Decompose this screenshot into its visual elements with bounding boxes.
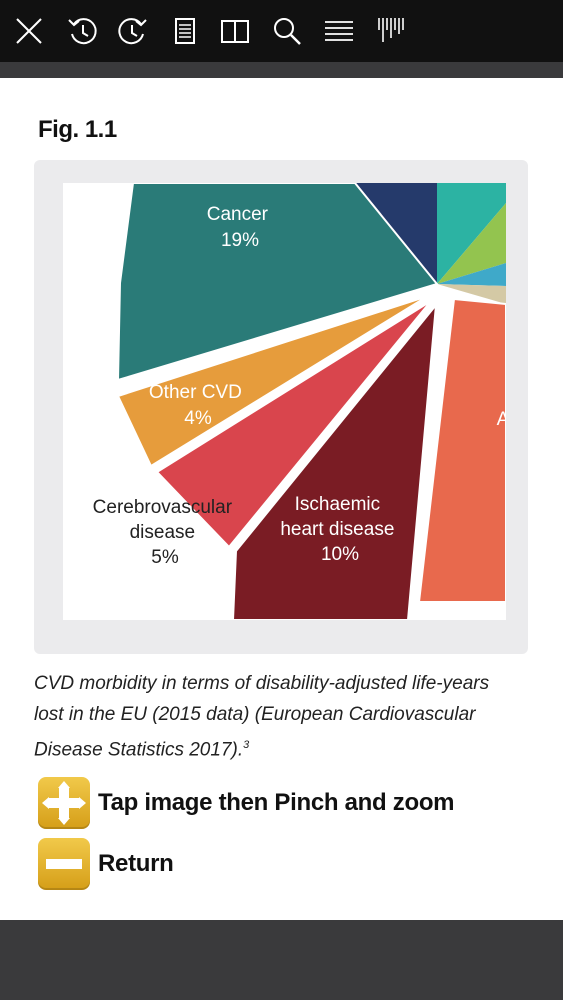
forward-button[interactable] [112,10,154,52]
figure-title: Fig. 1.1 [38,116,117,143]
bottom-bar [0,920,563,1000]
pie-slice-a [417,297,506,603]
pie-chart[interactable]: Cancer 19% Other CVD 4% Cerebrovascular … [63,183,506,620]
contents-button[interactable] [318,10,360,52]
figure-frame[interactable]: Cancer 19% Other CVD 4% Cerebrovascular … [34,160,528,654]
label-other-cvd-line2: 4% [184,408,212,429]
search-button[interactable] [266,10,308,52]
caption-reference: 3 [243,739,250,751]
label-cerebrovascular-line3: 5% [151,547,179,568]
pie-slice-other-cvd [116,295,429,468]
toolbar-separator [0,62,563,78]
label-cerebrovascular-line2: disease [130,522,196,543]
thumbnails-button[interactable] [370,10,412,52]
search-icon [274,18,301,45]
forward-icon [118,18,147,45]
top-toolbar [0,0,563,62]
notes-button[interactable] [164,10,206,52]
caption-text: CVD morbidity in terms of disability-adj… [34,673,490,761]
pie-slice-green [437,203,506,284]
document-page: Fig. 1.1 Cancer 19% [0,78,563,920]
notes-icon [175,18,195,44]
back-button[interactable] [61,10,103,52]
zoom-plus-icon[interactable] [38,777,90,829]
zoom-action-label[interactable]: Tap image then Pinch and zoom [98,789,455,816]
book-button[interactable] [214,10,256,52]
return-minus-icon[interactable] [38,838,90,890]
label-cancer: Cancer 19% [207,204,274,251]
label-ischaemic: Ischaemic heart disease 10% [280,494,399,565]
label-cerebrovascular: Cerebrovascular disease 5% [93,497,238,568]
book-icon [221,20,249,43]
zoom-action[interactable]: Tap image then Pinch and zoom [38,777,455,829]
rewind-icon [68,18,97,45]
label-other-cvd-line1: Other CVD [149,382,242,403]
label-cancer-line2: 19% [221,230,259,251]
pie-slice-ischaemic [231,301,438,620]
thumbnails-icon [378,18,404,42]
return-action-label[interactable]: Return [98,850,174,877]
return-action[interactable]: Return [38,838,174,890]
label-other-cvd: Other CVD 4% [149,382,247,429]
label-a: A [497,409,506,430]
label-ischaemic-line3: 10% [321,544,359,565]
pie-slice-turquoise [437,183,506,284]
list-icon [325,21,353,41]
close-icon [16,18,42,44]
close-button[interactable] [8,10,50,52]
pie-chart-svg: Cancer 19% Other CVD 4% Cerebrovascular … [93,183,506,620]
label-cerebrovascular-line1: Cerebrovascular [93,497,233,518]
label-cancer-line1: Cancer [207,204,269,225]
pie-slice-beige [437,284,506,304]
figure-caption: CVD morbidity in terms of disability-adj… [34,668,504,765]
label-ischaemic-line1: Ischaemic [295,494,381,515]
pie-slice-cerebrovascular [155,300,432,549]
pie-slice-blue [437,263,506,286]
label-ischaemic-line2: heart disease [280,519,394,540]
pie-slice-cancer [116,183,439,382]
